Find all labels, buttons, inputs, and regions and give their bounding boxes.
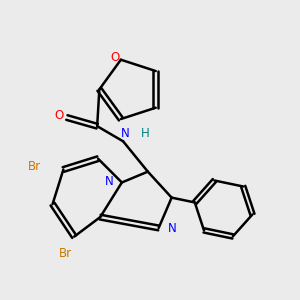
Text: H: H [141, 127, 150, 140]
Text: Br: Br [28, 160, 41, 172]
Text: N: N [121, 127, 130, 140]
Text: N: N [168, 222, 177, 235]
Text: N: N [105, 175, 114, 188]
Text: Br: Br [59, 247, 72, 260]
Text: O: O [54, 109, 64, 122]
Text: O: O [111, 51, 120, 64]
